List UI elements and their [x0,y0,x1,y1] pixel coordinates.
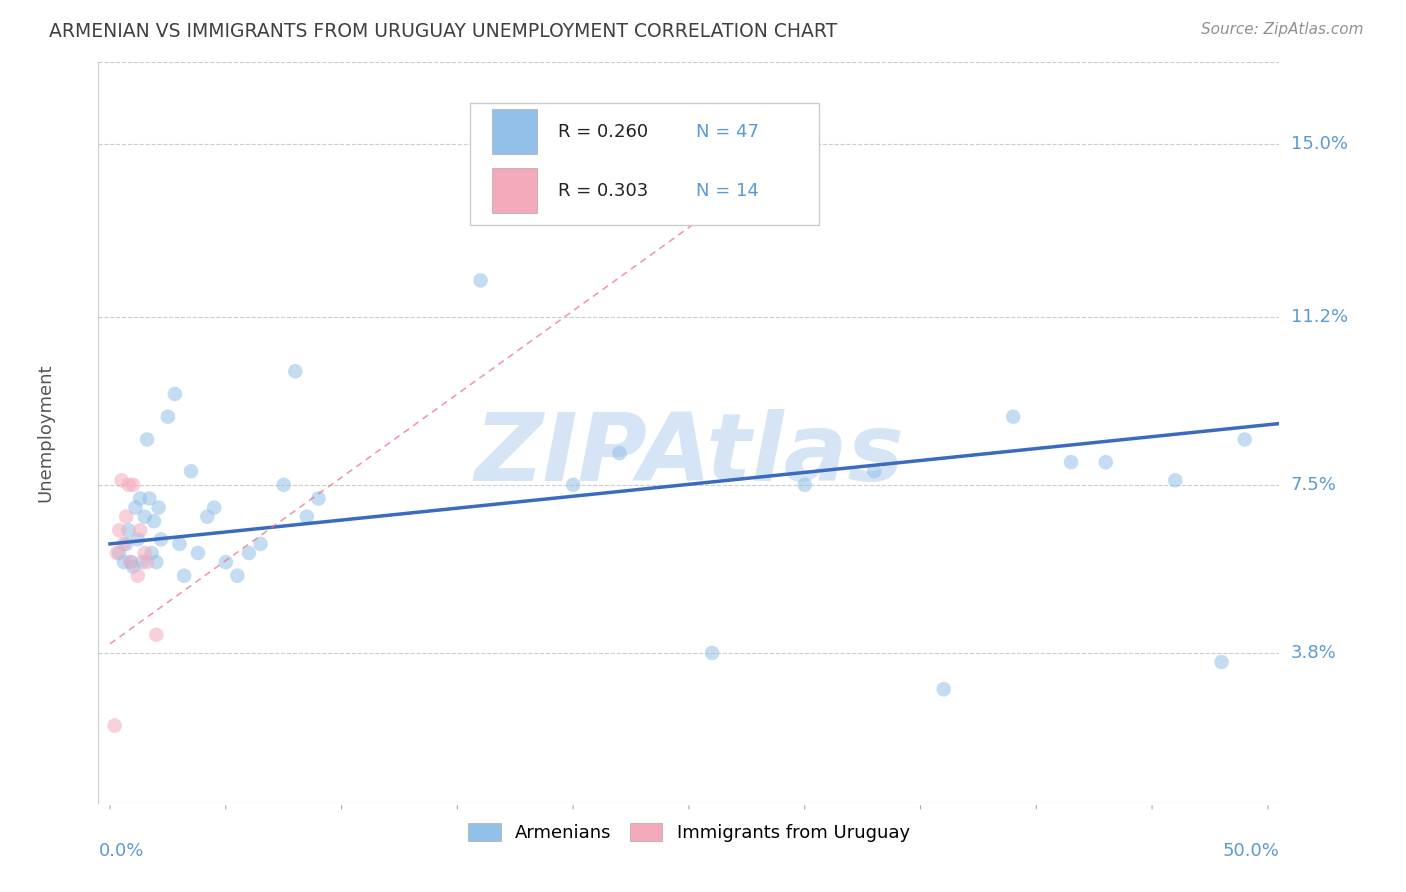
Point [173,568,195,582]
Point [127,533,149,547]
Point [115,509,138,524]
Point [134,546,156,560]
Point [105,546,128,560]
Point [195,509,218,524]
Point [215,555,238,569]
Point [226,568,249,582]
Point [145,628,167,642]
Point [307,491,329,506]
Point [136,555,159,569]
Point [117,523,139,537]
Point [163,387,186,401]
Point [138,491,160,506]
Point [104,718,127,732]
Point [112,537,135,551]
Point [1164,473,1187,487]
Point [202,500,225,515]
Bar [492,110,537,154]
Text: ARMENIAN VS IMMIGRANTS FROM URUGUAY UNEMPLOYMENT CORRELATION CHART: ARMENIAN VS IMMIGRANTS FROM URUGUAY UNEM… [49,22,838,41]
Point [134,509,156,524]
Point [180,464,202,478]
Point [1002,409,1025,424]
Point [609,446,631,460]
Point [284,364,307,378]
Text: 0.0%: 0.0% [98,842,143,860]
Point [131,555,153,569]
Point [1233,433,1256,447]
Text: Unemployment: Unemployment [37,363,55,502]
FancyBboxPatch shape [471,103,818,226]
Point [122,478,145,492]
Point [127,568,149,582]
Point [932,682,955,697]
Point [470,273,492,287]
Text: 50.0%: 50.0% [1223,842,1279,860]
Point [129,523,152,537]
Point [1060,455,1083,469]
Point [117,478,139,492]
Point [249,537,271,551]
Point [115,537,138,551]
Text: ZIPAtlas: ZIPAtlas [474,409,904,500]
Point [238,546,260,560]
Point [148,500,170,515]
Text: 11.2%: 11.2% [1291,308,1348,326]
Point [110,473,132,487]
Point [1094,455,1116,469]
Point [273,478,295,492]
Point [136,433,159,447]
Point [120,555,142,569]
Text: 3.8%: 3.8% [1291,644,1336,662]
Point [145,555,167,569]
Point [1211,655,1233,669]
Point [141,546,163,560]
Point [108,546,131,560]
Point [562,478,585,492]
Text: R = 0.303: R = 0.303 [558,182,648,200]
Point [863,464,886,478]
Text: N = 47: N = 47 [696,123,759,141]
Point [187,546,209,560]
Point [793,478,815,492]
Bar [492,168,537,213]
Text: 7.5%: 7.5% [1291,475,1337,494]
Text: R = 0.260: R = 0.260 [558,123,648,141]
Point [120,555,142,569]
Point [295,509,318,524]
Text: N = 14: N = 14 [696,182,759,200]
Point [149,533,172,547]
Text: 15.0%: 15.0% [1291,136,1347,153]
Point [700,646,723,660]
Point [156,409,179,424]
Point [124,500,146,515]
Point [169,537,191,551]
Point [129,491,152,506]
Point [143,514,166,528]
Point [112,555,135,569]
Point [122,559,145,574]
Point [108,523,131,537]
Text: Source: ZipAtlas.com: Source: ZipAtlas.com [1201,22,1364,37]
Legend: Armenians, Immigrants from Uruguay: Armenians, Immigrants from Uruguay [461,816,917,849]
